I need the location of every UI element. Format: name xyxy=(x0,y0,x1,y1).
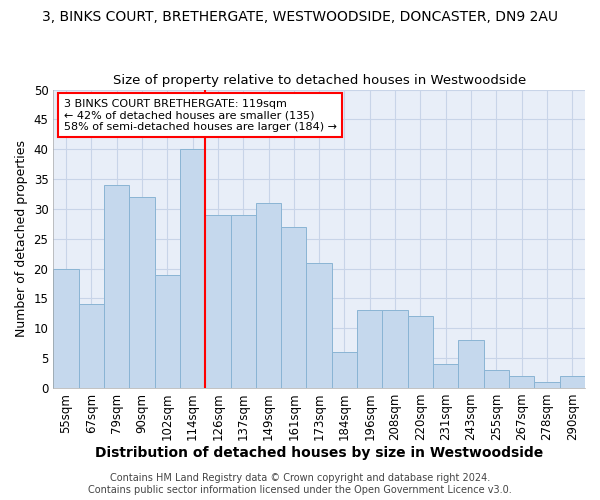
Bar xyxy=(509,376,535,388)
Bar xyxy=(230,215,256,388)
Title: Size of property relative to detached houses in Westwoodside: Size of property relative to detached ho… xyxy=(113,74,526,87)
Bar xyxy=(332,352,357,388)
Bar xyxy=(129,197,155,388)
Bar xyxy=(155,274,180,388)
Bar xyxy=(484,370,509,388)
Bar xyxy=(357,310,382,388)
Text: 3 BINKS COURT BRETHERGATE: 119sqm
← 42% of detached houses are smaller (135)
58%: 3 BINKS COURT BRETHERGATE: 119sqm ← 42% … xyxy=(64,98,337,132)
Bar xyxy=(535,382,560,388)
X-axis label: Distribution of detached houses by size in Westwoodside: Distribution of detached houses by size … xyxy=(95,446,543,460)
Bar xyxy=(382,310,408,388)
Bar xyxy=(256,203,281,388)
Bar xyxy=(307,262,332,388)
Y-axis label: Number of detached properties: Number of detached properties xyxy=(15,140,28,338)
Text: 3, BINKS COURT, BRETHERGATE, WESTWOODSIDE, DONCASTER, DN9 2AU: 3, BINKS COURT, BRETHERGATE, WESTWOODSID… xyxy=(42,10,558,24)
Bar xyxy=(53,268,79,388)
Bar xyxy=(281,227,307,388)
Bar xyxy=(560,376,585,388)
Bar xyxy=(104,185,129,388)
Bar xyxy=(433,364,458,388)
Bar xyxy=(205,215,230,388)
Text: Contains HM Land Registry data © Crown copyright and database right 2024.
Contai: Contains HM Land Registry data © Crown c… xyxy=(88,474,512,495)
Bar xyxy=(408,316,433,388)
Bar xyxy=(458,340,484,388)
Bar xyxy=(79,304,104,388)
Bar xyxy=(180,149,205,388)
